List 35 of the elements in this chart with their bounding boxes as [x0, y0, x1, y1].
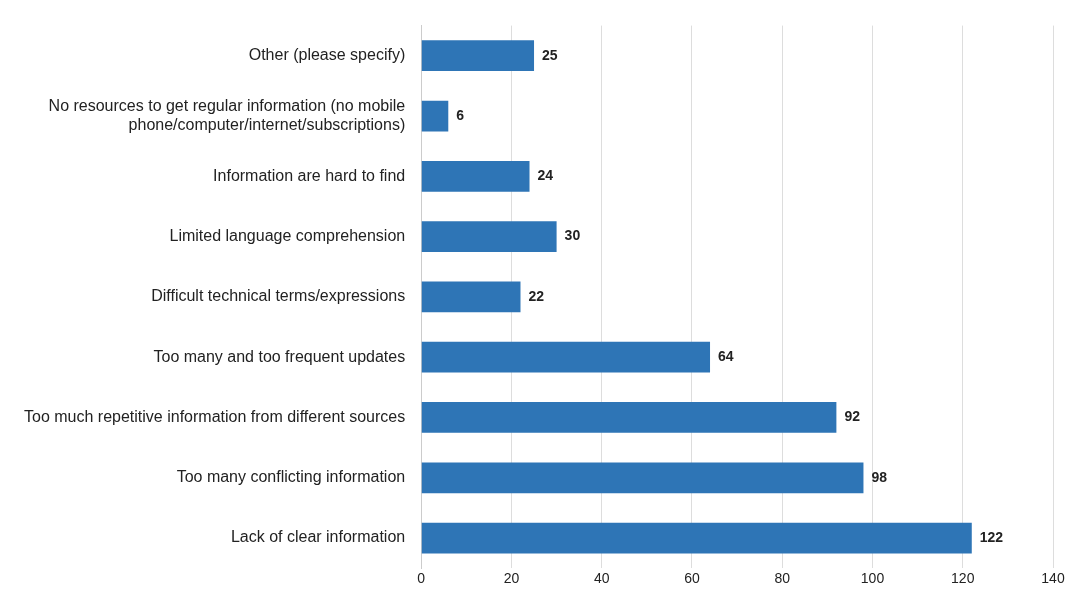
y-tick-label: Other (please specify) [248, 46, 406, 64]
data-label: 30 [564, 227, 581, 244]
bar [421, 100, 449, 132]
y-tick-label: Lack of clear information [230, 528, 406, 546]
data-label: 98 [871, 468, 888, 485]
bar [421, 40, 535, 72]
y-tick-label: Too many and too frequent updates [153, 347, 406, 365]
bar [421, 341, 711, 373]
x-tick-label: 140 [1041, 570, 1065, 587]
x-tick-label: 120 [951, 570, 975, 587]
data-label: 25 [542, 46, 558, 63]
data-label: 92 [844, 408, 861, 425]
bar [421, 221, 557, 252]
data-label: 22 [528, 287, 545, 304]
x-tick-label: 40 [593, 570, 610, 587]
y-tick-label: Too many conflicting information [176, 468, 406, 486]
x-tick-label: 80 [774, 570, 791, 587]
x-tick-label: 0 [417, 570, 426, 587]
x-tick-label: 60 [684, 570, 700, 587]
data-label: 122 [979, 528, 1004, 545]
bar [421, 402, 837, 433]
y-tick-label: Too much repetitive information from different sources [23, 407, 406, 425]
y-tick-label: Difficult technical terms/expressions [151, 287, 406, 305]
y-tick-label: Information are hard to find [213, 166, 406, 184]
bar [421, 160, 530, 192]
bar [421, 281, 521, 313]
bar [421, 462, 864, 494]
x-tick-label: 100 [860, 570, 885, 587]
bar [421, 522, 972, 554]
y-tick-label: Limited language comprehension [169, 227, 406, 245]
data-label: 24 [537, 167, 554, 184]
data-label: 64 [718, 348, 734, 365]
y-tick-label: No resources to get regular information (no mobile phone/computer/internet/subscriptions) [48, 96, 406, 134]
data-label: 6 [456, 106, 465, 123]
x-tick-label: 20 [503, 570, 520, 587]
